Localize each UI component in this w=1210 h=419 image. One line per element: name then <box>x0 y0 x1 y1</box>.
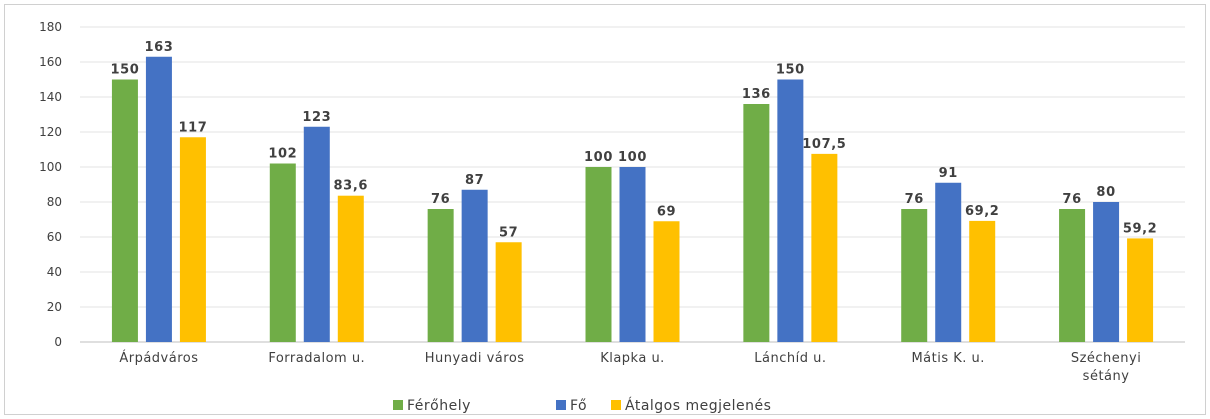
y-tick-label: 120 <box>39 125 62 139</box>
data-label: 76 <box>1062 192 1081 207</box>
bar <box>743 104 770 342</box>
data-label: 76 <box>905 192 924 207</box>
legend-label: Átalgos megjelenés <box>625 397 771 414</box>
category-label: Lánchíd u. <box>754 351 826 366</box>
bar <box>1127 238 1154 342</box>
bar <box>777 79 804 342</box>
data-label: 102 <box>268 147 297 162</box>
data-label: 136 <box>742 87 771 102</box>
bar <box>1093 202 1120 342</box>
bar <box>969 220 996 342</box>
data-label: 107,5 <box>802 137 846 152</box>
legend-swatch <box>556 400 566 410</box>
y-tick-label: 20 <box>47 300 62 314</box>
category-label: Mátis K. u. <box>911 351 984 366</box>
bar <box>145 56 172 342</box>
y-tick-label: 0 <box>54 335 62 349</box>
legend-label: Fő <box>570 398 587 414</box>
category-label: Hunyadi város <box>425 351 525 366</box>
data-label: 123 <box>302 110 331 125</box>
y-tick-label: 60 <box>47 230 62 244</box>
bar <box>269 163 296 342</box>
bar <box>585 167 612 342</box>
bar <box>111 79 138 342</box>
data-label: 117 <box>178 120 207 135</box>
data-label: 100 <box>618 150 647 165</box>
data-label: 83,6 <box>334 179 368 194</box>
bar <box>427 209 454 342</box>
legend-label: Férőhely <box>407 398 471 414</box>
y-tick-label: 100 <box>39 160 62 174</box>
data-label: 91 <box>939 166 958 181</box>
data-label: 80 <box>1096 185 1115 200</box>
bar <box>337 195 364 342</box>
legend-swatch <box>393 400 403 410</box>
category-label: Árpádváros <box>119 350 198 366</box>
data-label: 59,2 <box>1123 221 1157 236</box>
bar <box>495 242 522 342</box>
data-label: 100 <box>584 150 613 165</box>
bar <box>901 209 928 342</box>
data-label: 69 <box>657 204 676 219</box>
bar <box>653 221 680 342</box>
category-label: sétány <box>1083 369 1130 384</box>
legend-swatch <box>611 400 621 410</box>
bar <box>179 137 206 342</box>
category-label: Forradalom u. <box>268 351 365 366</box>
category-label: Széchenyi <box>1071 351 1142 366</box>
data-label: 150 <box>776 63 805 78</box>
y-tick-label: 160 <box>39 55 62 69</box>
data-label: 87 <box>465 173 484 188</box>
data-label: 150 <box>110 63 139 78</box>
y-tick-label: 80 <box>47 195 62 209</box>
bar <box>811 153 838 342</box>
y-tick-label: 180 <box>39 20 62 34</box>
category-label: Klapka u. <box>600 351 665 366</box>
data-label: 69,2 <box>965 204 999 219</box>
bar <box>935 182 962 342</box>
data-label: 76 <box>431 192 450 207</box>
data-label: 163 <box>144 40 173 55</box>
y-tick-label: 40 <box>47 265 62 279</box>
data-label: 57 <box>499 225 518 240</box>
bar <box>303 126 330 342</box>
y-tick-label: 140 <box>39 90 62 104</box>
bar <box>1059 209 1086 342</box>
bar <box>461 189 488 342</box>
bar <box>619 167 646 342</box>
